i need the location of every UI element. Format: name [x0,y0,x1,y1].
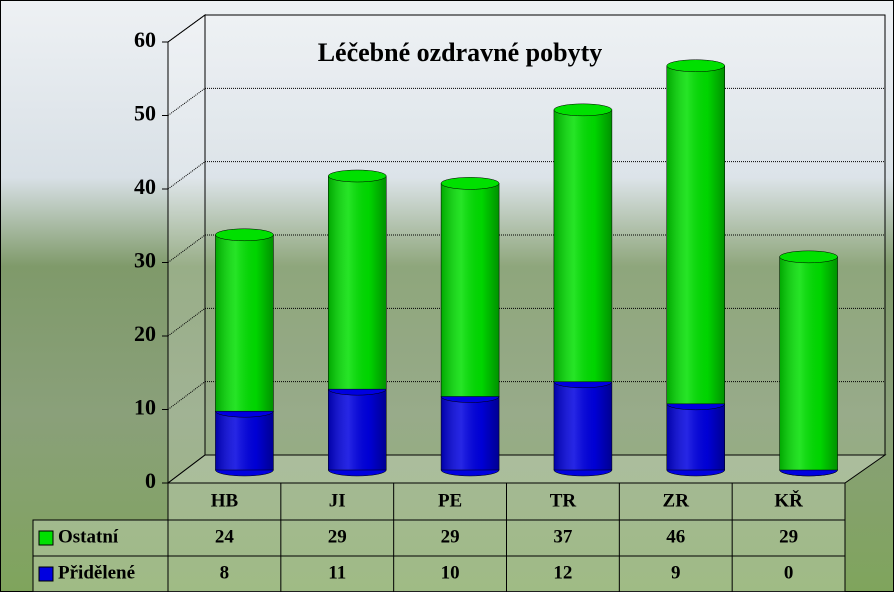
table-value: 46 [666,526,685,547]
x-tick-label: JI [329,490,346,511]
bar-shade [215,235,273,411]
floor [168,455,885,483]
table-value: 10 [441,562,460,583]
bar-shade [667,404,725,470]
x-tick-label: HB [211,490,239,511]
y-tick-label: 50 [134,101,156,126]
bar-top [554,104,612,116]
x-tick-label: ZR [663,490,690,511]
chart-title: Léčebné ozdravné pobyty [318,38,603,67]
legend-swatch [39,531,53,545]
bar-shade [328,176,386,389]
y-tick-label: 10 [134,395,156,420]
bar-shade [780,257,838,470]
bar-shade [441,183,499,396]
x-tick-label: KŘ [774,489,803,511]
y-tick-label: 60 [134,27,156,52]
table-value: 29 [441,526,460,547]
bar-top [441,177,499,189]
table-value: 0 [784,562,794,583]
bar-top [215,229,273,241]
bar-shade [441,397,499,471]
legend-swatch [39,567,53,581]
table-value: 29 [328,526,347,547]
x-tick-label: PE [438,490,462,511]
table-value: 12 [553,562,572,583]
bar-shade [215,411,273,470]
table-value: 9 [671,562,681,583]
y-tick-label: 30 [134,248,156,273]
chart: Léčebné ozdravné pobyty 0 10 20 30 40 50 60 HB 2… [0,0,894,592]
x-tick-label: TR [550,490,577,511]
table-value: 24 [215,526,235,547]
bar-shade [328,389,386,470]
bar-shade [554,110,612,382]
bar-top [328,170,386,182]
legend-label: Ostatní [58,526,119,547]
y-tick-label: 20 [134,321,156,346]
bar-top [667,60,725,72]
legend-label: Přidělené [58,562,135,583]
y-tick-label: 0 [145,468,156,493]
y-tick-label: 40 [134,174,156,199]
table-value: 37 [553,526,573,547]
bar-shade [667,66,725,404]
bar-top [780,251,838,263]
table-value: 29 [779,526,798,547]
bar-shade [554,382,612,470]
table-value: 11 [328,562,346,583]
table-value: 8 [220,562,230,583]
